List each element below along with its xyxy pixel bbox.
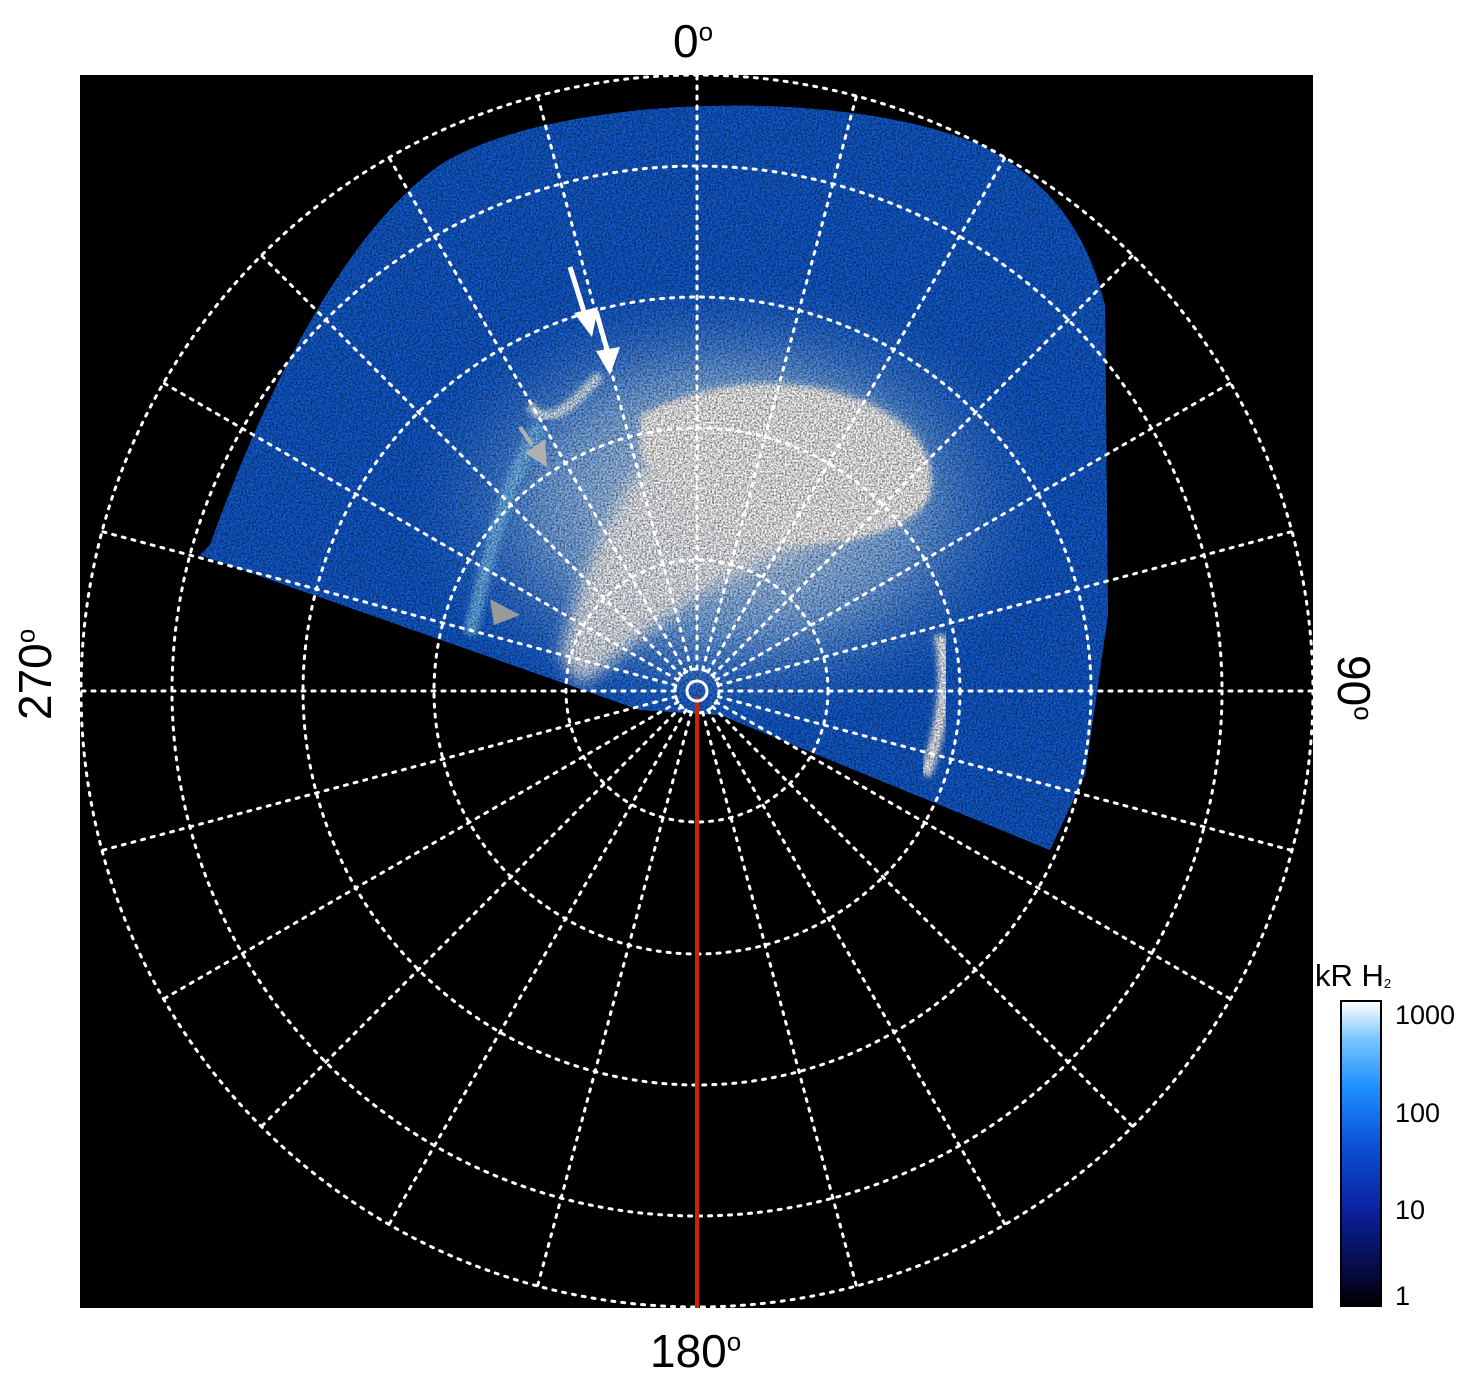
grid-meridian-345 [536, 94, 693, 672]
azimuth-label-0: 0o [673, 15, 714, 67]
grid-meridian-225 [259, 705, 683, 1129]
colorbar [1340, 1000, 1382, 1307]
colorbar-tick-1000: 1000 [1395, 1000, 1456, 1030]
grid-meridian-150 [706, 708, 1007, 1226]
grey-arrow-1 [518, 425, 547, 467]
grid-meridian-45 [711, 253, 1135, 677]
grid-meridian-60 [714, 381, 1232, 682]
grid-meridian-165 [701, 710, 858, 1288]
grid-meridian-240 [162, 700, 680, 1001]
pole-marker [685, 679, 709, 703]
grid-meridian-195 [536, 710, 693, 1288]
grid-meridian-315 [259, 253, 683, 677]
colorbar-tick-10: 10 [1395, 1195, 1426, 1225]
grid-meridian-300 [162, 381, 680, 682]
colorbar-tick-1: 1 [1395, 1281, 1411, 1311]
grid-meridian-285 [100, 530, 678, 687]
grid-meridian-105 [716, 695, 1294, 852]
grey-arrow-2 [490, 599, 520, 625]
colorbar-title: kR H2 [1315, 958, 1392, 993]
grid-meridian-210 [387, 708, 688, 1226]
grid-meridian-30 [706, 156, 1007, 674]
azimuth-label-90: 90o [1328, 655, 1380, 721]
grid-meridian-330 [387, 156, 688, 674]
white-arrow-2 [593, 310, 620, 375]
colorbar-tick-100: 100 [1395, 1098, 1441, 1128]
grid-meridian-120 [714, 700, 1232, 1001]
white-arrow-1 [567, 266, 598, 337]
polar-projection-svg [80, 75, 1313, 1308]
grid-meridian-255 [100, 695, 678, 852]
azimuth-label-270: 270o [9, 628, 61, 720]
azimuth-label-180: 180o [650, 1325, 742, 1377]
grid-meridian-75 [716, 530, 1294, 687]
grid-meridian-15 [701, 94, 858, 672]
polar-aurora-image [80, 75, 1313, 1308]
grid-meridian-135 [711, 705, 1135, 1129]
